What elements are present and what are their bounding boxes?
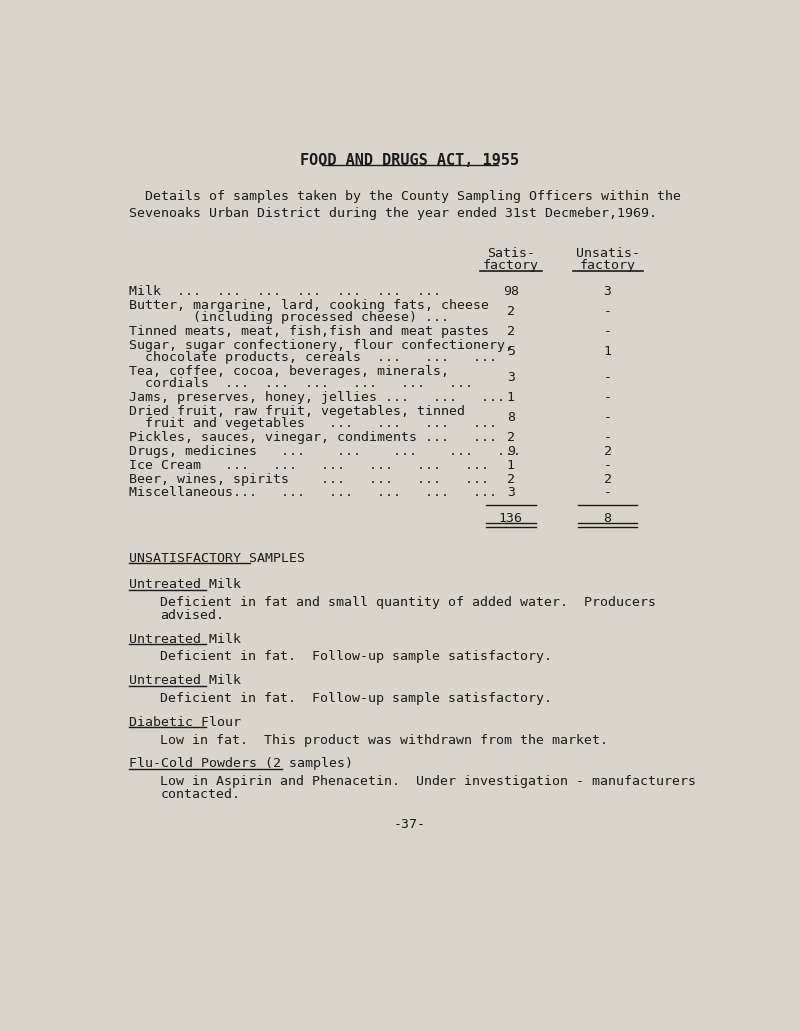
Text: -: - [604,431,612,444]
Text: 3: 3 [506,371,514,384]
Text: Untreated Milk: Untreated Milk [130,633,242,645]
Text: 8: 8 [604,511,612,525]
Text: Butter, margarine, lard, cooking fats, cheese: Butter, margarine, lard, cooking fats, c… [130,299,490,311]
Text: factory: factory [580,259,636,272]
Text: 3: 3 [506,487,514,499]
Text: Jams, preserves, honey, jellies ...   ...   ...: Jams, preserves, honey, jellies ... ... … [130,391,506,404]
Text: fruit and vegetables   ...   ...   ...   ...: fruit and vegetables ... ... ... ... [130,418,498,430]
Text: Satis-: Satis- [486,246,534,260]
Text: 98: 98 [502,285,518,298]
Text: Sugar, sugar confectionery, flour confectionery,: Sugar, sugar confectionery, flour confec… [130,338,514,352]
Text: -: - [604,487,612,499]
Text: Beer, wines, spirits    ...   ...   ...   ...: Beer, wines, spirits ... ... ... ... [130,472,490,486]
Text: 2: 2 [604,444,612,458]
Text: -: - [604,411,612,424]
Text: Dried fruit, raw fruit, vegetables, tinned: Dried fruit, raw fruit, vegetables, tinn… [130,405,466,418]
Text: 2: 2 [506,305,514,318]
Text: advised.: advised. [161,609,225,622]
Text: Sevenoaks Urban District during the year ended 31st Decmeber,1969.: Sevenoaks Urban District during the year… [130,207,658,220]
Text: 5: 5 [506,344,514,358]
Text: -: - [604,325,612,338]
Text: 3: 3 [604,285,612,298]
Text: Milk  ...  ...  ...  ...  ...  ...  ...: Milk ... ... ... ... ... ... ... [130,285,442,298]
Text: Ice Cream   ...   ...   ...   ...   ...   ...: Ice Cream ... ... ... ... ... ... [130,459,490,471]
Text: -37-: -37- [394,819,426,831]
Text: 1: 1 [604,344,612,358]
Text: 2: 2 [506,431,514,444]
Text: Deficient in fat and small quantity of added water.  Producers: Deficient in fat and small quantity of a… [161,596,657,608]
Text: contacted.: contacted. [161,789,241,801]
Text: Untreated Milk: Untreated Milk [130,578,242,591]
Text: -: - [604,371,612,384]
Text: cordials  ...  ...  ...   ...   ...   ...: cordials ... ... ... ... ... ... [130,377,474,390]
Text: Tinned meats, meat, fish,fish and meat pastes: Tinned meats, meat, fish,fish and meat p… [130,325,490,338]
Text: Diabetic Flour: Diabetic Flour [130,716,242,729]
Text: chocolate products, cereals  ...   ...   ...: chocolate products, cereals ... ... ... [130,351,498,364]
Text: UNSATISFACTORY SAMPLES: UNSATISFACTORY SAMPLES [130,552,306,565]
Text: 2: 2 [506,472,514,486]
Text: 9: 9 [506,444,514,458]
Text: Details of samples taken by the County Sampling Officers within the: Details of samples taken by the County S… [145,190,681,203]
Text: Flu-Cold Powders (2 samples): Flu-Cold Powders (2 samples) [130,758,354,770]
Text: 8: 8 [506,411,514,424]
Text: Unsatis-: Unsatis- [576,246,640,260]
Text: Untreated Milk: Untreated Milk [130,674,242,688]
Text: -: - [604,305,612,318]
Text: Low in Aspirin and Phenacetin.  Under investigation - manufacturers: Low in Aspirin and Phenacetin. Under inv… [161,775,697,788]
Text: 2: 2 [506,325,514,338]
Text: 136: 136 [498,511,522,525]
Text: Drugs, medicines   ...    ...    ...    ...   ...: Drugs, medicines ... ... ... ... ... [130,444,522,458]
Text: -: - [604,391,612,404]
Text: Tea, coffee, cocoa, beverages, minerals,: Tea, coffee, cocoa, beverages, minerals, [130,365,450,377]
Text: 1: 1 [506,459,514,471]
Text: factory: factory [482,259,538,272]
Text: Low in fat.  This product was withdrawn from the market.: Low in fat. This product was withdrawn f… [161,734,609,746]
Text: 2: 2 [604,472,612,486]
Text: Deficient in fat.  Follow-up sample satisfactory.: Deficient in fat. Follow-up sample satis… [161,692,553,705]
Text: -: - [604,459,612,471]
Text: Miscellaneous...   ...   ...   ...   ...   ...: Miscellaneous... ... ... ... ... ... [130,487,498,499]
Text: 1: 1 [506,391,514,404]
Text: (including processed cheese) ...: (including processed cheese) ... [130,310,450,324]
Text: FOOD AND DRUGS ACT, 1955: FOOD AND DRUGS ACT, 1955 [301,153,519,168]
Text: Pickles, sauces, vinegar, condiments ...   ...: Pickles, sauces, vinegar, condiments ...… [130,431,498,444]
Text: Deficient in fat.  Follow-up sample satisfactory.: Deficient in fat. Follow-up sample satis… [161,651,553,663]
